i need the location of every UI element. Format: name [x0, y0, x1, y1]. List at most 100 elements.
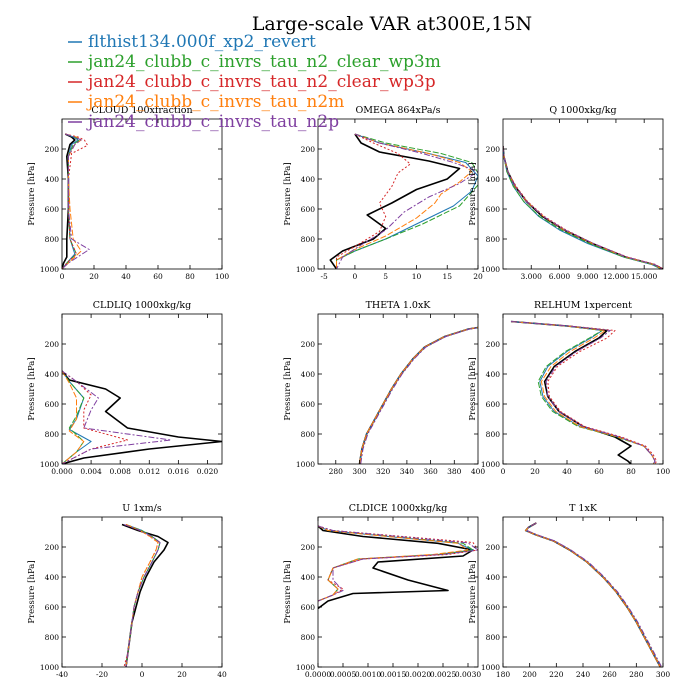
legend-label: jan24_clubb_c_invrs_tau_n2_clear_wp3p [86, 72, 436, 92]
x-tick-label: 0.016 [168, 467, 190, 476]
series-line-5 [123, 524, 161, 667]
panel-2: 3.000 6.000 9.000 12.000 15.000 200 400 600 800 1… [468, 105, 664, 281]
y-tick-label: 400 [486, 573, 501, 582]
panel-title: OMEGA 864xPa/s [355, 105, 440, 116]
panel-title: RELHUM 1xpercent [534, 300, 632, 311]
series-line-4 [359, 327, 478, 464]
y-tick-label: 800 [45, 235, 60, 244]
panel-3: 0.000 0.004 0.008 0.012 0.016 0.020 200 400 600 8… [27, 300, 223, 476]
panel-1: -5 0 5 10 15 20 200 400 600 800 1000 OMEGA 864xPa/s… [283, 105, 483, 281]
series-line-5 [360, 327, 478, 464]
series-line-5 [62, 133, 90, 269]
y-axis-label: Pressure [hPa] [468, 357, 478, 420]
y-axis-label: Pressure [hPa] [283, 560, 293, 623]
figure-title: Large-scale VAR at300E,15N [252, 13, 532, 35]
y-tick-label: 600 [486, 205, 501, 214]
y-tick-label: 600 [301, 400, 316, 409]
series-line-1 [503, 145, 662, 269]
y-tick-label: 1000 [296, 265, 315, 274]
x-tick-label: 0 [353, 272, 358, 281]
series-group [62, 133, 90, 269]
series-group [318, 525, 478, 610]
panel-8: 180 200 220 240 260 280 300 200 400 600 800 1000 T 1… [468, 503, 670, 679]
series-group [121, 523, 169, 667]
y-tick-label: 200 [45, 543, 60, 552]
legend: flthist134.000f_xp2_revert jan24_clubb_c_… [68, 32, 441, 132]
x-tick-label: 15 [442, 272, 452, 281]
x-tick-label: 400 [471, 467, 486, 476]
x-tick-label: 80 [185, 272, 195, 281]
panel-6: -40 -20 0 20 40 200 400 600 800 1000 U 1xm/s Pressu… [27, 503, 227, 679]
x-tick-label: 15.000 [631, 272, 657, 281]
series-group [510, 320, 658, 464]
plot-frame [317, 118, 479, 270]
x-tick-label: 200 [523, 670, 538, 679]
x-tick-label: 6.000 [549, 272, 571, 281]
series-line-4 [336, 133, 473, 269]
x-tick-label: -5 [320, 272, 328, 281]
series-line-5 [62, 370, 172, 464]
x-tick-label: 60 [153, 272, 163, 281]
x-tick-label: 9.000 [577, 272, 599, 281]
y-tick-label: 600 [45, 205, 60, 214]
x-tick-label: 0.000 [51, 467, 73, 476]
plot-frame [61, 313, 223, 465]
series-line-1 [359, 327, 478, 464]
x-tick-label: 280 [629, 670, 644, 679]
x-tick-label: 0.0020 [405, 670, 431, 679]
series-line-3 [525, 522, 661, 667]
series-line-1 [125, 524, 161, 667]
series-line-4 [62, 370, 85, 464]
series-line-5 [510, 321, 656, 464]
series-line-0 [510, 320, 632, 464]
x-tick-label: 0.0010 [355, 670, 381, 679]
y-tick-label: 400 [45, 370, 60, 379]
x-tick-label: 12.000 [603, 272, 629, 281]
x-tick-label: 380 [447, 467, 462, 476]
series-line-5 [336, 133, 478, 269]
series-line-4 [125, 524, 159, 667]
x-tick-label: 0.020 [197, 467, 219, 476]
y-tick-label: 400 [301, 370, 316, 379]
x-tick-label: 20 [89, 272, 99, 281]
y-axis-label: Pressure [hPa] [27, 357, 37, 420]
x-tick-label: 60 [594, 467, 604, 476]
plot-frame [61, 516, 223, 668]
x-tick-label: 40 [121, 272, 131, 281]
y-tick-label: 600 [301, 603, 316, 612]
y-tick-label: 800 [486, 633, 501, 642]
y-tick-label: 600 [301, 205, 316, 214]
x-tick-label: 80 [626, 467, 636, 476]
x-tick-label: 100 [215, 272, 230, 281]
y-tick-label: 200 [301, 145, 316, 154]
series-line-2 [62, 133, 81, 269]
series-line-0 [62, 370, 222, 464]
series-group [524, 522, 663, 667]
series-group [503, 145, 663, 269]
legend-label: jan24_clubb_c_invrs_tau_n2m [86, 92, 344, 112]
legend-item: jan24_clubb_c_invrs_tau_n2m [68, 92, 344, 112]
y-tick-label: 400 [45, 573, 60, 582]
y-tick-label: 1000 [296, 460, 315, 469]
y-axis-label: Pressure [hPa] [27, 560, 37, 623]
series-line-2 [336, 133, 478, 269]
legend-label: flthist134.000f_xp2_revert [88, 32, 316, 52]
series-group [62, 370, 222, 464]
x-tick-label: -40 [56, 670, 68, 679]
x-tick-label: 40 [562, 467, 572, 476]
x-tick-label: 180 [496, 670, 511, 679]
y-tick-label: 400 [486, 175, 501, 184]
y-tick-label: 400 [486, 370, 501, 379]
x-tick-label: 10 [412, 272, 422, 281]
y-tick-label: 1000 [296, 663, 315, 672]
y-tick-label: 1000 [40, 265, 59, 274]
y-tick-label: 800 [301, 235, 316, 244]
x-tick-label: 320 [376, 467, 391, 476]
x-tick-label: 300 [352, 467, 367, 476]
x-tick-label: 0 [501, 467, 506, 476]
plot-frame [502, 313, 664, 465]
x-tick-label: 220 [549, 670, 564, 679]
y-tick-label: 200 [486, 543, 501, 552]
series-line-1 [336, 133, 478, 269]
